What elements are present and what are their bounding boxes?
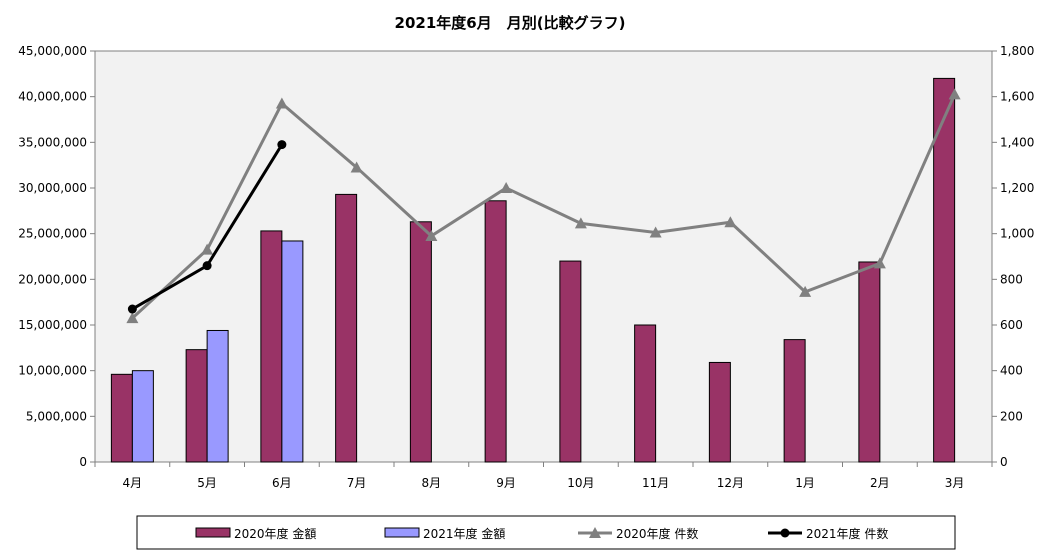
y-right-tick-label: 400 (1000, 364, 1023, 378)
y-left-tick-label: 5,000,000 (26, 409, 87, 423)
bar (206, 329, 229, 463)
bar (131, 370, 154, 463)
line-point (350, 161, 363, 173)
line-point (425, 229, 438, 241)
y-right-tick-label: 1,200 (1000, 181, 1034, 195)
bar (110, 373, 133, 463)
bar (634, 324, 657, 463)
x-tick-label: 2月 (870, 476, 890, 490)
legend: 2020年度 金額 2021年度 金額 2020年度 件数 2021年度 件数 (136, 515, 956, 550)
bars-layer (110, 77, 956, 463)
bar (185, 349, 208, 463)
legend-label: 2020年度 件数 (616, 526, 698, 541)
y-left-tick-label: 35,000,000 (18, 135, 87, 149)
line-point (873, 257, 886, 269)
series-line (131, 93, 956, 320)
y-right-tick-label: 1,000 (1000, 227, 1034, 241)
legend-label: 2020年度 金額 (234, 526, 316, 541)
x-tick-label: 11月 (642, 476, 669, 490)
y-right-tick-label: 800 (1000, 272, 1023, 286)
line-point (574, 217, 587, 229)
legend-label: 2021年度 件数 (806, 526, 888, 541)
line-point (127, 304, 137, 314)
legend-swatch (195, 527, 231, 538)
lines-layer (126, 88, 961, 324)
plot-area (94, 50, 993, 463)
line-point (202, 261, 212, 271)
x-tick-label: 10月 (567, 476, 594, 490)
y-left-tick-label: 10,000,000 (18, 364, 87, 378)
y-right-tick-label: 1,800 (1000, 44, 1034, 58)
y-left-tick-label: 25,000,000 (18, 227, 87, 241)
x-tick-label: 4月 (123, 476, 143, 490)
x-tick-label: 9月 (496, 476, 516, 490)
y-left-tick-label: 20,000,000 (18, 272, 87, 286)
x-tick-label: 8月 (422, 476, 442, 490)
y-left-tick-label: 40,000,000 (18, 90, 87, 104)
chart-title: 2021年度6月 月別(比較グラフ) (395, 14, 626, 32)
bar (281, 240, 304, 463)
bar (260, 230, 283, 463)
x-tick-label: 7月 (347, 476, 367, 490)
legend-marker (780, 528, 790, 538)
bar (409, 221, 432, 463)
bar (559, 260, 582, 463)
bar (484, 200, 507, 463)
line-point (275, 97, 288, 109)
line-point (799, 285, 812, 297)
bar (708, 361, 731, 463)
line-point (948, 88, 961, 100)
legend-items: 2020年度 金額 2021年度 金額 2020年度 件数 2021年度 件数 (195, 526, 888, 541)
y-left-tick-label: 30,000,000 (18, 181, 87, 195)
legend-label: 2021年度 金額 (423, 526, 505, 541)
y-left-tick-label: 45,000,000 (18, 44, 87, 58)
x-tick-label: 1月 (795, 476, 815, 490)
line-point (277, 140, 287, 150)
bar (335, 193, 358, 463)
y-right-tick-label: 1,600 (1000, 90, 1034, 104)
legend-swatch (384, 527, 420, 538)
x-tick-label: 5月 (197, 476, 217, 490)
x-tick-label: 12月 (717, 476, 744, 490)
y-left-tick-label: 15,000,000 (18, 318, 87, 332)
axes-layer: 0 5,000,000 10,000,000 15,000,000 20,000,000… (18, 44, 1034, 490)
bar (933, 77, 956, 463)
line-point (649, 226, 662, 238)
y-right-tick-label: 200 (1000, 409, 1023, 423)
legend-marker (589, 527, 601, 538)
y-right-tick-label: 1,400 (1000, 135, 1034, 149)
y-left-tick-label: 0 (79, 455, 87, 469)
line-point (126, 312, 139, 324)
line-point (500, 182, 513, 193)
x-tick-label: 3月 (945, 476, 965, 490)
x-tick-label: 6月 (272, 476, 292, 490)
line-point (724, 216, 737, 228)
bar (858, 261, 881, 463)
legend-box (136, 515, 956, 550)
bar (783, 339, 806, 463)
y-right-tick-label: 0 (1000, 455, 1008, 469)
line-point (201, 243, 214, 255)
y-right-tick-label: 600 (1000, 318, 1023, 332)
